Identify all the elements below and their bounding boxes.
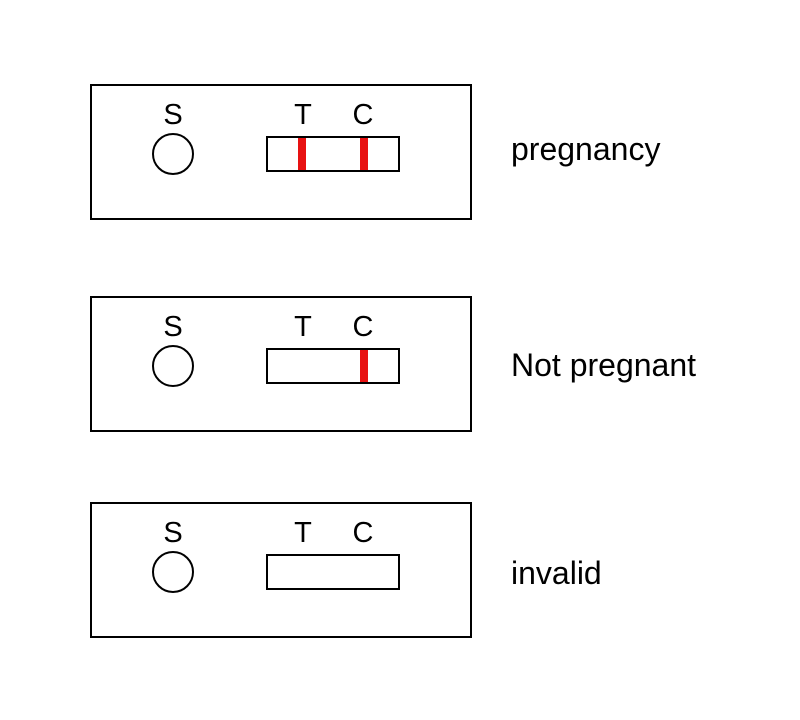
sample-label: S <box>163 99 183 131</box>
control-label: C <box>352 517 374 549</box>
test-line <box>298 138 306 170</box>
control-line <box>360 138 368 170</box>
test-label: T <box>294 311 312 343</box>
result-window <box>266 136 400 172</box>
result-window <box>266 348 400 384</box>
test-cassette-positive: S T C <box>90 84 472 220</box>
sample-well <box>152 551 194 593</box>
control-label: C <box>352 99 374 131</box>
test-label: T <box>294 99 312 131</box>
test-line <box>298 556 306 588</box>
result-window <box>266 554 400 590</box>
sample-label: S <box>163 311 183 343</box>
result-label-invalid: invalid <box>511 555 602 591</box>
control-line <box>360 350 368 382</box>
sample-well <box>152 345 194 387</box>
test-cassette-negative: S T C <box>90 296 472 432</box>
sample-label: S <box>163 517 183 549</box>
sample-well <box>152 133 194 175</box>
test-label: T <box>294 517 312 549</box>
test-line <box>298 350 306 382</box>
control-line <box>360 556 368 588</box>
result-label-positive: pregnancy <box>511 131 661 167</box>
result-label-negative: Not pregnant <box>511 347 697 383</box>
control-label: C <box>352 311 374 343</box>
test-cassette-invalid: S T C <box>90 502 472 638</box>
